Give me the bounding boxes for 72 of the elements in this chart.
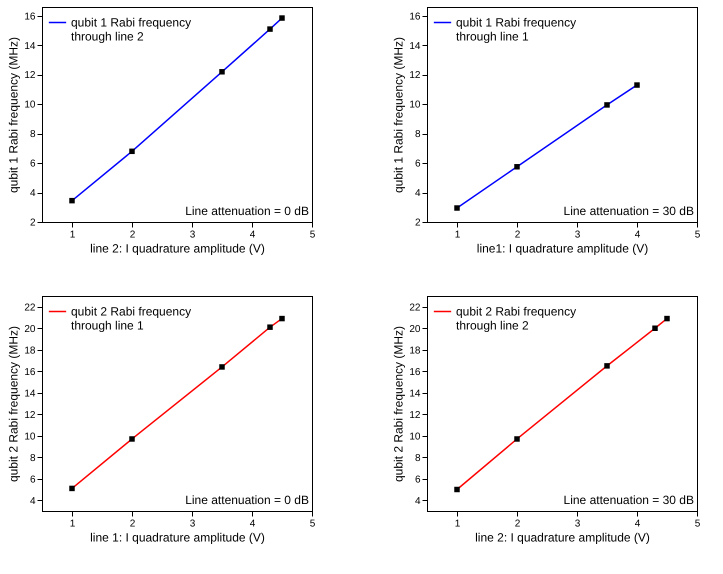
- y-axis-title: qubit 2 Rabi frequency (MHz): [6, 326, 20, 482]
- y-tick-label: 14: [409, 40, 421, 52]
- y-axis-title: qubit 1 Rabi frequency (MHz): [391, 36, 406, 194]
- y-tick-label: 4: [414, 188, 421, 200]
- x-axis-title: line 1: I quadrature amplitude (V): [90, 530, 265, 544]
- y-tick-label: 22: [24, 302, 36, 314]
- y-tick-label: 20: [409, 324, 421, 335]
- y-tick-label: 14: [409, 388, 421, 400]
- x-tick-label: 3: [190, 518, 196, 530]
- y-tick-label: 6: [30, 474, 36, 486]
- x-tick-label: 3: [190, 230, 196, 240]
- legend-label: qubit 2 Rabi frequency through line 1: [71, 304, 192, 332]
- y-tick-label: 4: [30, 496, 36, 507]
- y-tick-label: 16: [24, 11, 36, 22]
- y-tick-label: 10: [409, 431, 421, 442]
- x-tick-label: 5: [694, 230, 701, 240]
- y-tick-label: 12: [409, 410, 421, 421]
- y-tick-label: 16: [409, 11, 421, 22]
- x-tick-label: 2: [130, 230, 136, 240]
- y-tick-label: 14: [24, 40, 36, 52]
- y-tick-label: 14: [24, 388, 36, 400]
- y-tick-label: 10: [409, 100, 421, 111]
- x-tick-label: 2: [514, 518, 521, 530]
- x-tick-label: 4: [250, 518, 256, 530]
- x-tick-label: 2: [130, 518, 136, 530]
- y-tick-label: 10: [24, 431, 36, 442]
- annotation: Line attenuation = 30 dB: [564, 493, 694, 507]
- x-axis-title: line 2: I quadrature amplitude (V): [90, 242, 265, 256]
- y-tick-label: 8: [414, 129, 421, 140]
- y-tick-label: 8: [414, 452, 421, 464]
- y-tick-label: 8: [30, 129, 36, 140]
- x-tick-label: 4: [634, 518, 641, 530]
- legend-label: qubit 2 Rabi frequency through line 2: [456, 304, 576, 332]
- y-tick-label: 8: [30, 452, 36, 464]
- x-tick-label: 5: [694, 518, 701, 530]
- y-tick-label: 2: [30, 218, 36, 228]
- y-tick-label: 6: [414, 158, 421, 170]
- y-tick-label: 6: [30, 158, 36, 170]
- y-tick-label: 10: [24, 100, 36, 111]
- y-tick-label: 6: [414, 474, 421, 486]
- x-tick-label: 3: [574, 230, 581, 240]
- y-tick-label: 12: [409, 70, 421, 82]
- x-tick-label: 2: [514, 230, 521, 240]
- x-tick-label: 5: [310, 230, 316, 240]
- y-axis-title: qubit 1 Rabi frequency (MHz): [6, 36, 20, 194]
- x-tick-label: 4: [634, 230, 641, 240]
- x-tick-label: 1: [454, 230, 461, 240]
- y-tick-label: 20: [24, 324, 36, 335]
- x-tick-label: 1: [70, 230, 76, 240]
- x-axis-title: line 2: I quadrature amplitude (V): [475, 530, 650, 544]
- y-tick-label: 16: [24, 366, 36, 378]
- legend-label: qubit 1 Rabi frequency through line 1: [456, 16, 576, 44]
- x-tick-label: 1: [454, 518, 461, 530]
- annotation: Line attenuation = 0 dB: [185, 493, 309, 507]
- legend-label: qubit 1 Rabi frequency through line 2: [71, 16, 192, 44]
- y-tick-label: 2: [414, 218, 421, 228]
- x-axis-title: line1: I quadrature amplitude (V): [476, 242, 648, 256]
- y-tick-label: 18: [24, 345, 36, 356]
- x-tick-label: 4: [250, 230, 256, 240]
- x-tick-label: 5: [310, 518, 316, 530]
- annotation: Line attenuation = 0 dB: [185, 204, 309, 218]
- y-tick-label: 22: [409, 302, 421, 314]
- y-tick-label: 12: [24, 70, 36, 82]
- y-tick-label: 4: [414, 496, 421, 507]
- y-tick-label: 4: [30, 188, 36, 200]
- annotation: Line attenuation = 30 dB: [564, 204, 694, 218]
- y-tick-label: 16: [409, 366, 421, 378]
- y-tick-label: 18: [409, 345, 421, 356]
- x-tick-label: 3: [574, 518, 581, 530]
- x-tick-label: 1: [70, 518, 76, 530]
- y-axis-title: qubit 2 Rabi frequency (MHz): [391, 326, 406, 482]
- y-tick-label: 12: [24, 410, 36, 421]
